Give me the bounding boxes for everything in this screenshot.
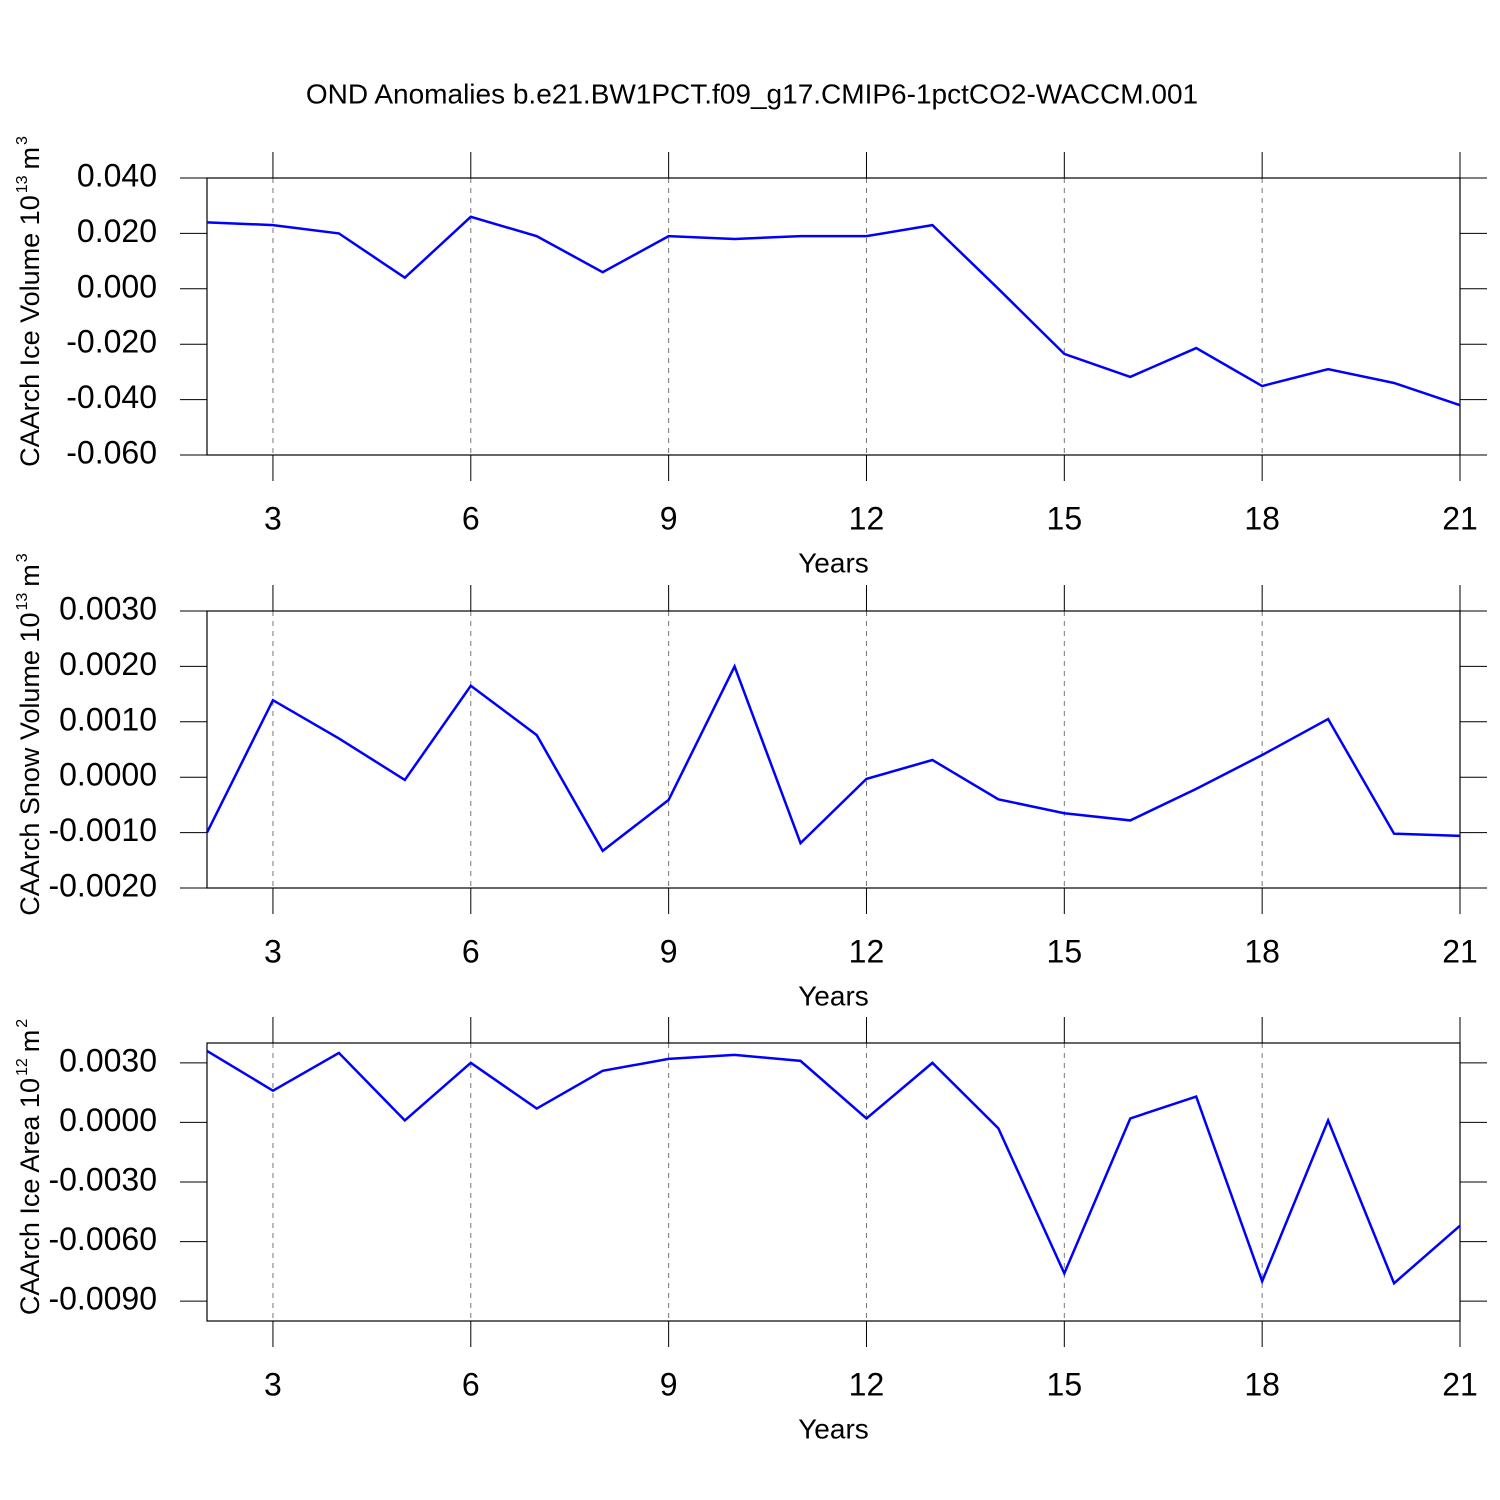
y-axis-label: CAArch Ice Volume 10 13 m 3	[14, 136, 46, 467]
plot-frame	[206, 177, 1461, 456]
y-axis-label-part: 3	[14, 136, 31, 145]
x-tick-label: 18	[1244, 933, 1280, 969]
x-tick-label: 3	[264, 933, 282, 969]
x-tick-label: 12	[849, 933, 885, 969]
y-tick-label: -0.0020	[48, 867, 157, 903]
y-tick-label: -0.060	[66, 434, 157, 470]
x-tick-label: 21	[1442, 933, 1478, 969]
y-tick-label: 0.0000	[59, 1102, 157, 1138]
x-tick-label: 15	[1047, 1366, 1083, 1402]
plot-frame	[206, 610, 1461, 889]
y-axis-label-part: 13	[14, 175, 31, 193]
y-axis-label-part: m	[15, 1030, 45, 1053]
x-tick-label: 12	[849, 500, 885, 536]
x-tick-label: 3	[264, 1366, 282, 1402]
y-axis-label-part: m	[15, 147, 45, 170]
x-axis-label: Years	[798, 980, 869, 1011]
y-tick-label: 0.0020	[59, 646, 157, 682]
x-tick-label: 9	[660, 1366, 678, 1402]
x-axis-label: Years	[798, 1413, 869, 1444]
x-tick-label: 3	[264, 500, 282, 536]
y-tick-label: 0.020	[77, 213, 157, 249]
plot-frame	[206, 1042, 1461, 1322]
y-axis-label: CAArch Snow Volume 10 13 m 3	[14, 553, 46, 915]
x-tick-label: 6	[462, 1366, 480, 1402]
y-tick-label: -0.0090	[48, 1281, 157, 1317]
y-axis-label-part: CAArch Ice Area 10	[15, 1078, 45, 1315]
y-axis-label-part: 3	[14, 553, 31, 562]
y-axis-label: CAArch Ice Area 10 12 m 2	[14, 1019, 46, 1315]
x-tick-label: 21	[1442, 500, 1478, 536]
y-axis-label-part: 13	[14, 593, 31, 611]
x-axis-label: Years	[798, 547, 869, 578]
y-axis-label-part: 12	[14, 1058, 31, 1076]
x-tick-label: 21	[1442, 1366, 1478, 1402]
y-tick-label: -0.0010	[48, 812, 157, 848]
x-tick-label: 18	[1244, 500, 1280, 536]
y-tick-label: -0.0030	[48, 1161, 157, 1197]
y-tick-label: 0.0030	[59, 590, 157, 626]
x-tick-label: 15	[1047, 500, 1083, 536]
x-tick-label: 15	[1047, 933, 1083, 969]
y-axis-label-part: CAArch Snow Volume 10	[15, 613, 45, 916]
y-axis-label-part: 2	[14, 1019, 31, 1028]
y-axis-label-part: CAArch Ice Volume 10	[15, 195, 45, 467]
data-line	[206, 215, 1461, 407]
chart-title: OND Anomalies b.e21.BW1PCT.f09_g17.CMIP6…	[306, 78, 1198, 109]
x-tick-label: 6	[462, 933, 480, 969]
y-tick-label: -0.0060	[48, 1221, 157, 1257]
y-tick-label: 0.000	[77, 268, 157, 304]
y-axis-label-part: m	[15, 564, 45, 587]
y-tick-label: 0.040	[77, 157, 157, 193]
x-tick-label: 6	[462, 500, 480, 536]
x-tick-label: 9	[660, 500, 678, 536]
y-tick-label: -0.040	[66, 379, 157, 415]
x-tick-label: 9	[660, 933, 678, 969]
y-tick-label: -0.020	[66, 324, 157, 360]
x-tick-label: 12	[849, 1366, 885, 1402]
y-tick-label: 0.0030	[59, 1042, 157, 1078]
data-line	[205, 663, 1461, 853]
x-tick-label: 18	[1244, 1366, 1280, 1402]
y-tick-label: 0.0000	[59, 757, 157, 793]
y-tick-label: 0.0010	[59, 701, 157, 737]
data-line	[206, 1049, 1461, 1286]
